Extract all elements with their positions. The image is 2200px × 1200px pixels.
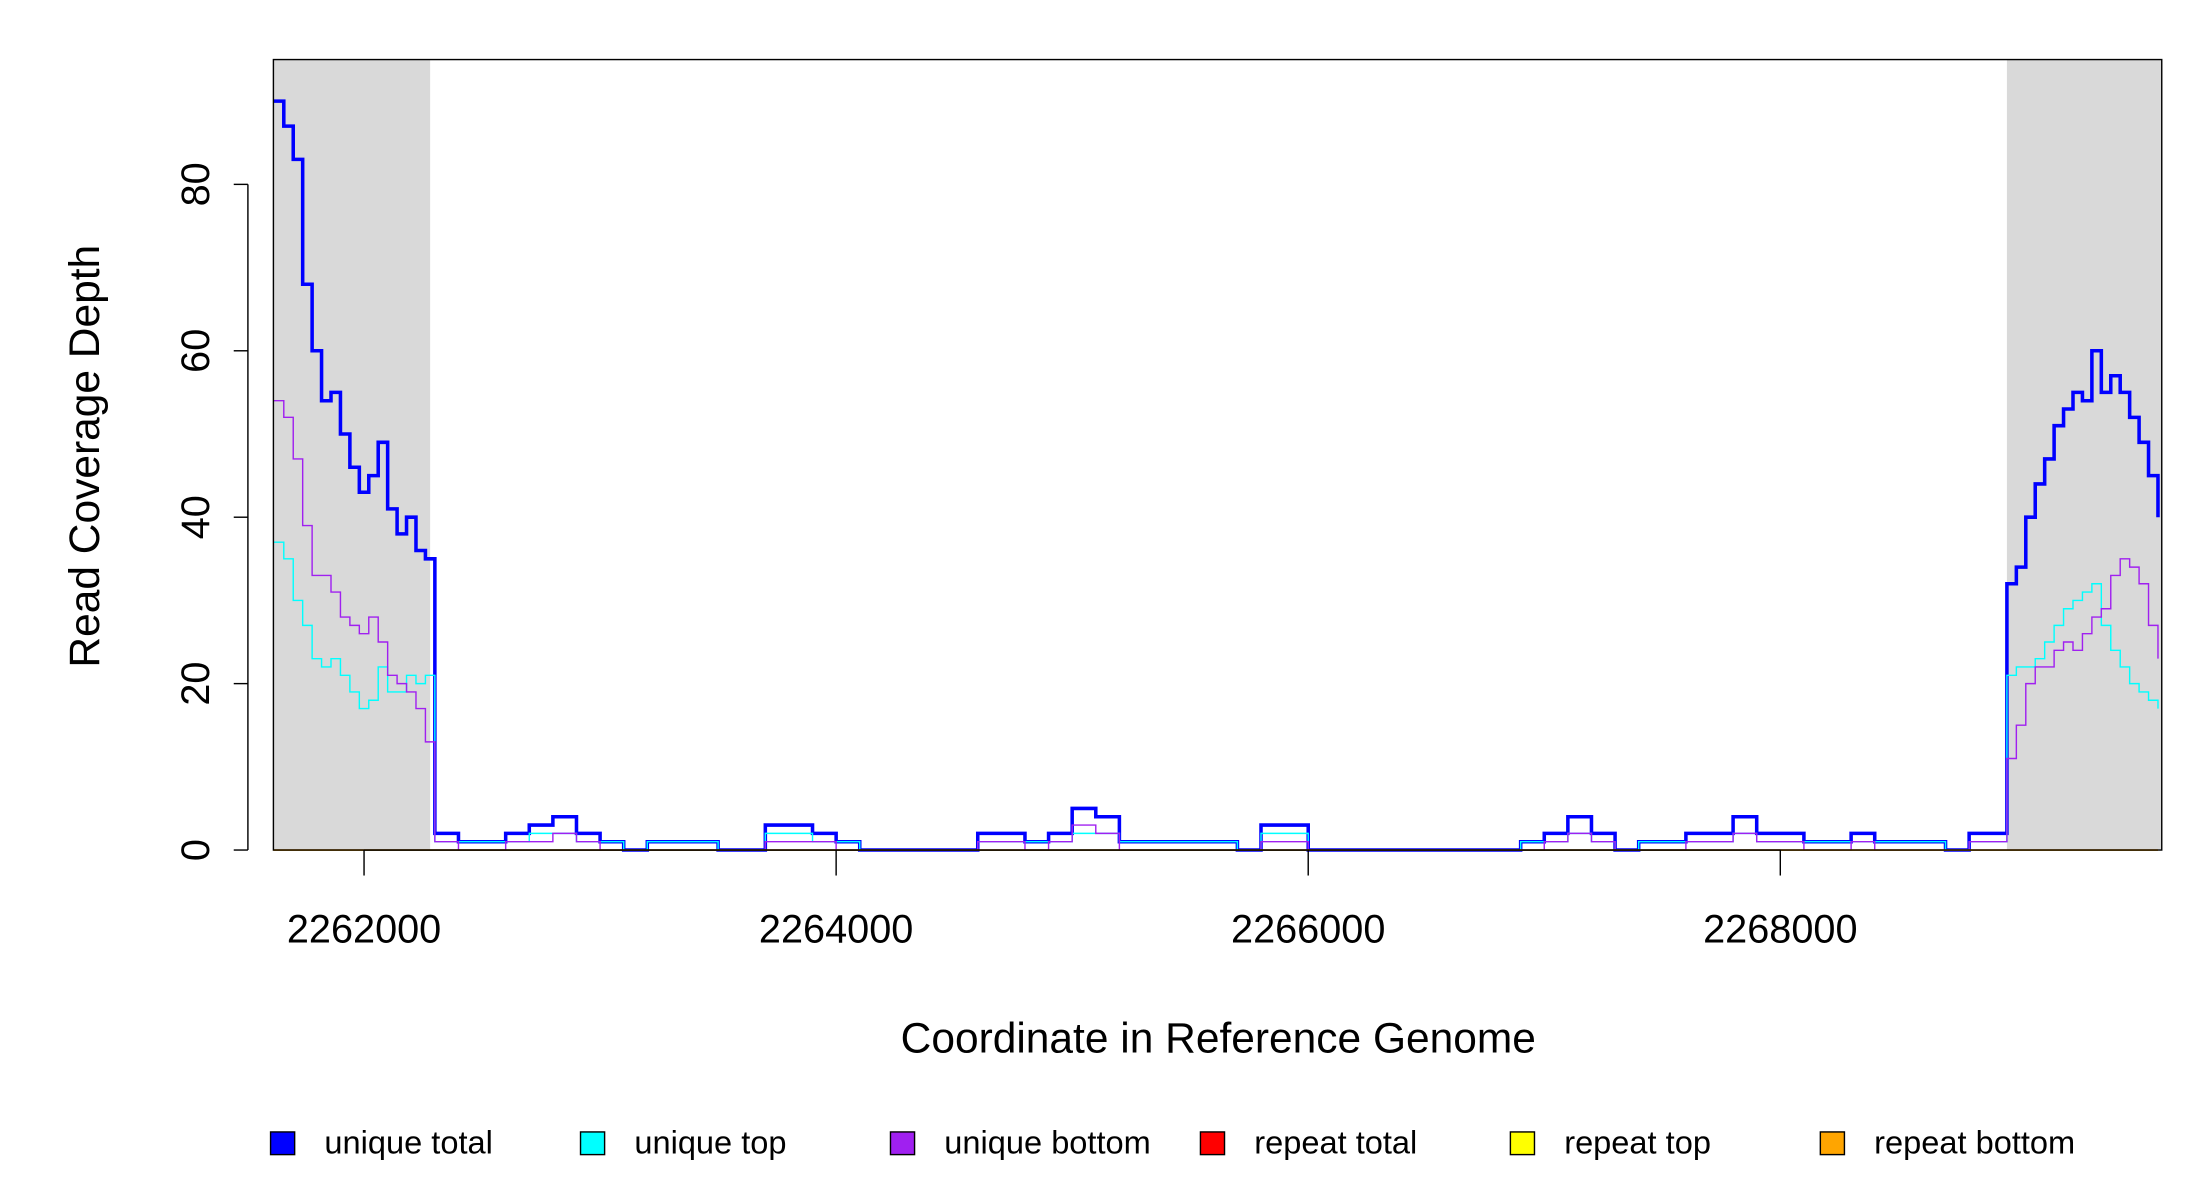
series-line	[273, 99, 2160, 852]
legend-swatch	[1199, 1131, 1226, 1156]
plot-frame	[272, 58, 2163, 851]
y-tick-label: 60	[174, 329, 218, 373]
y-tick-label: 40	[174, 495, 218, 539]
legend-label: unique total	[324, 1124, 492, 1160]
legend-label: repeat total	[1254, 1124, 1417, 1160]
legend-label: repeat top	[1564, 1124, 1711, 1160]
shaded-region	[273, 59, 431, 851]
y-axis-title: Read Coverage Depth	[62, 245, 109, 668]
series-line	[273, 541, 2159, 851]
legend-label: unique top	[634, 1124, 786, 1160]
x-tick-label: 2262000	[287, 908, 441, 952]
shaded-region	[2006, 59, 2162, 851]
legend-swatch	[1819, 1131, 1846, 1156]
x-axis-title: Coordinate in Reference Genome	[901, 1015, 1536, 1062]
y-tick-label: 0	[174, 839, 218, 861]
legend-swatch	[579, 1131, 606, 1156]
x-tick-label: 2268000	[1703, 908, 1857, 952]
legend-swatch	[1509, 1131, 1536, 1156]
legend-swatch	[889, 1131, 916, 1156]
y-tick-label: 80	[174, 162, 218, 206]
y-tick-label: 20	[174, 662, 218, 706]
x-tick-label: 2266000	[1231, 908, 1385, 952]
series-line	[273, 400, 2159, 851]
legend-label: repeat bottom	[1874, 1124, 2075, 1160]
legend-label: unique bottom	[944, 1124, 1150, 1160]
legend-swatch	[269, 1131, 296, 1156]
x-tick-label: 2264000	[759, 908, 913, 952]
